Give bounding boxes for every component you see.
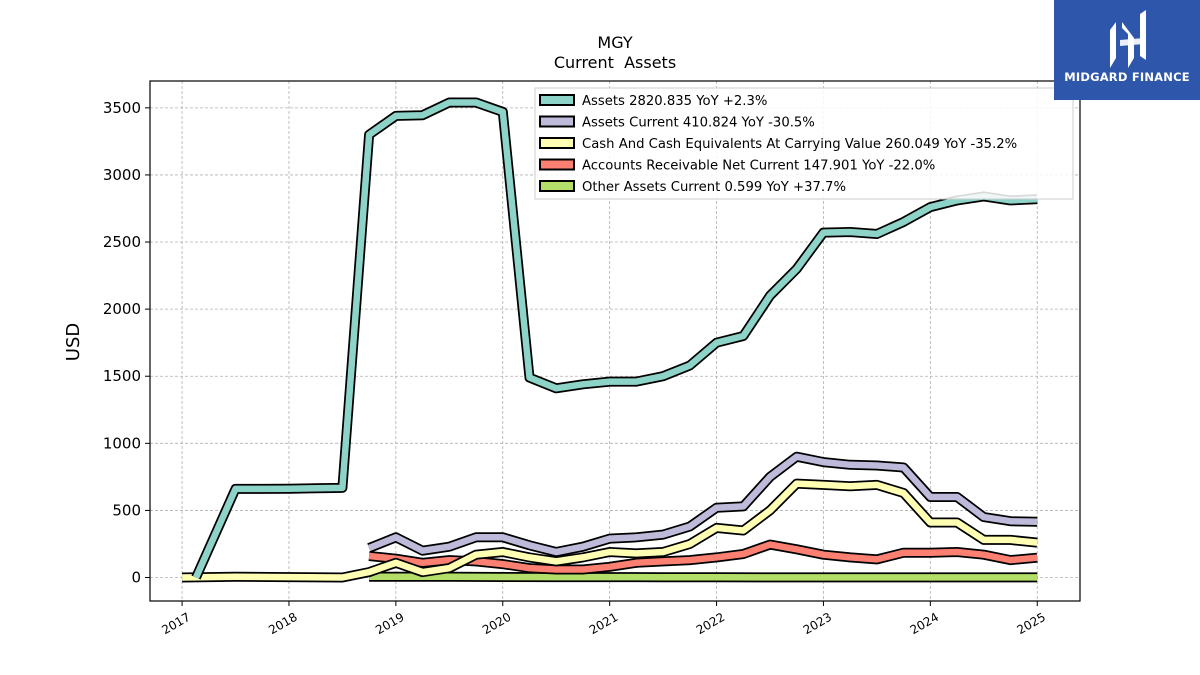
y-tick-label: 1000 <box>103 434 141 452</box>
legend-box <box>534 87 1074 200</box>
y-axis-label: USD <box>63 323 84 361</box>
x-tick-label: 2023 <box>801 610 834 637</box>
x-tick-label: 2025 <box>1015 610 1048 637</box>
y-tick-label: 500 <box>112 501 141 519</box>
series-line <box>368 541 1038 573</box>
y-tick-label: 2000 <box>103 300 141 318</box>
chart-title: MGY <box>597 33 632 52</box>
chart-subtitle: Current Assets <box>554 53 676 72</box>
y-tick-label: 2500 <box>103 233 141 251</box>
legend-swatch <box>539 115 575 128</box>
legend-label: Cash And Cash Equivalents At Carrying Va… <box>582 137 1017 152</box>
x-tick-label: 2020 <box>480 610 513 637</box>
x-tick-label: 2024 <box>908 610 941 637</box>
legend-swatch <box>539 137 575 149</box>
y-tick-label: 0 <box>131 569 141 587</box>
y-tick-label: 3000 <box>103 166 141 184</box>
legend-label: Accounts Receivable Net Current 147.901 … <box>582 159 935 174</box>
series-lines <box>182 97 1038 583</box>
legend-label: Assets 2820.835 YoY +2.3% <box>582 94 767 109</box>
series-line <box>367 453 1038 556</box>
legend-label: Assets Current 410.824 YoY -30.5% <box>582 116 815 131</box>
logo-text: MIDGARD FINANCE <box>1064 70 1190 84</box>
legend-label: Other Assets Current 0.599 YoY +37.7% <box>582 180 846 195</box>
legend-swatch <box>539 180 575 192</box>
legend-swatch <box>539 94 575 106</box>
series-line <box>193 99 1038 579</box>
plot-frame <box>149 80 1081 602</box>
x-tick-label: 2021 <box>587 610 620 637</box>
x-tick-label: 2017 <box>159 610 192 637</box>
legend-swatch <box>539 158 575 171</box>
y-tick-label: 3500 <box>103 99 141 117</box>
series-line <box>369 573 1038 581</box>
x-tick-label: 2018 <box>266 610 299 637</box>
x-tick-label: 2019 <box>373 610 406 637</box>
y-tick-label: 1500 <box>103 367 141 385</box>
midgard-finance-logo: MIDGARD FINANCE <box>1054 0 1200 100</box>
legend: Assets 2820.835 YoY +2.3% Assets Current … <box>534 87 1074 200</box>
x-tick-label: 2022 <box>694 610 727 637</box>
logo-mark-icon <box>1110 10 1146 68</box>
series-line <box>182 480 1038 581</box>
